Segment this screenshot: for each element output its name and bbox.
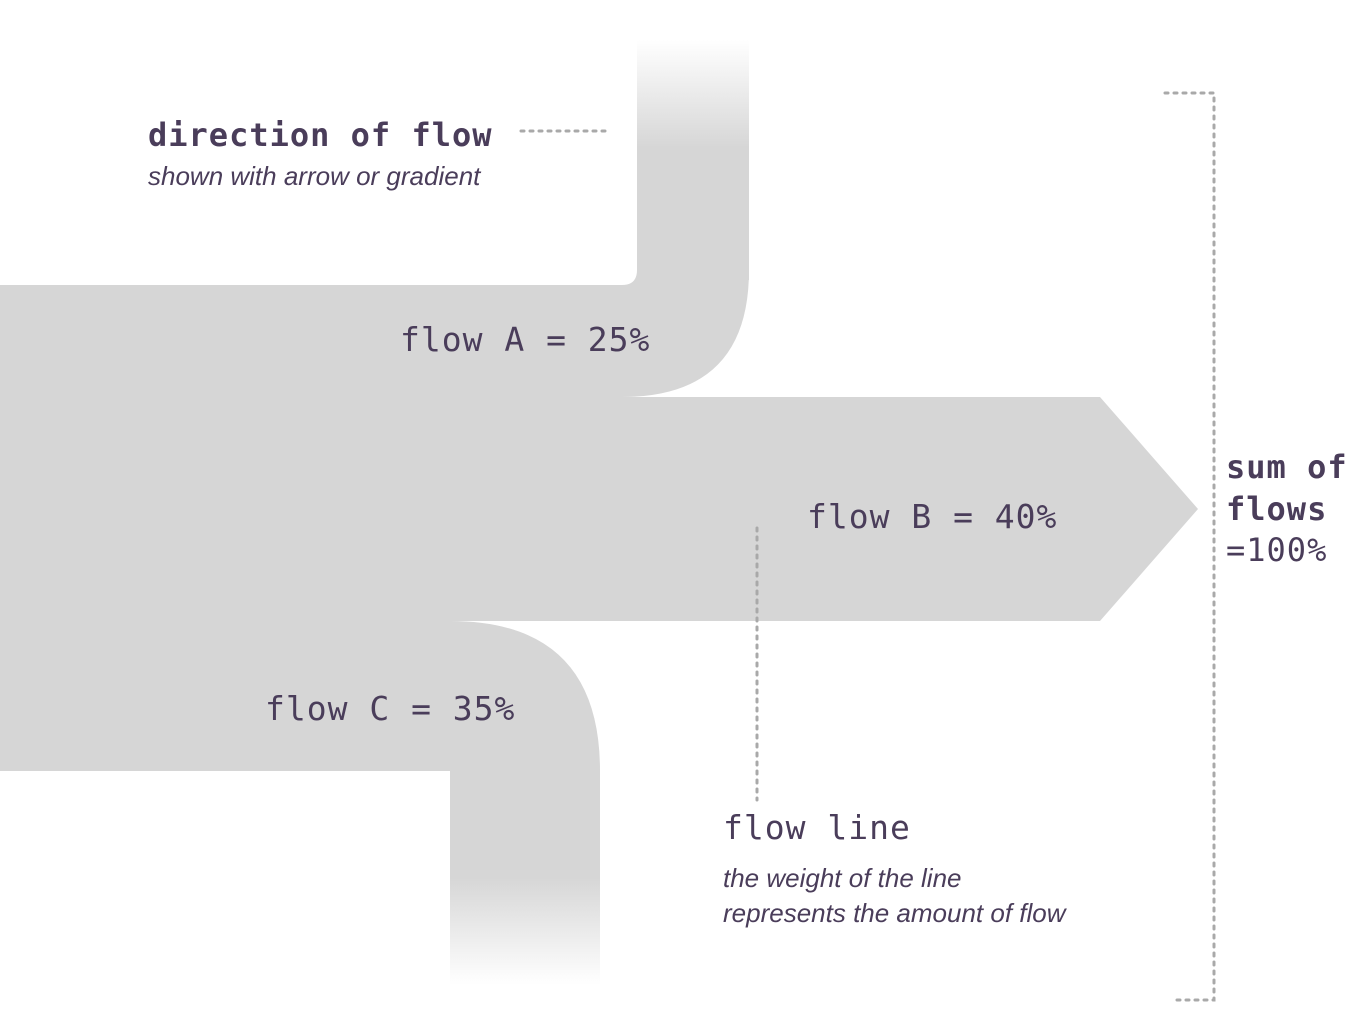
flow-a-label: flow A = 25% <box>400 320 650 359</box>
flow-a-band <box>0 270 749 397</box>
flow-b-label: flow B = 40% <box>807 497 1057 536</box>
flow-line-description-2: represents the amount of flow <box>723 898 1068 928</box>
direction-title: direction of flow <box>148 116 493 154</box>
sum-label-line3: =100% <box>1226 531 1327 569</box>
sum-bracket <box>1163 91 1216 1002</box>
flow-line-description-1: the weight of the line <box>723 863 962 893</box>
flow-c-label: flow C = 35% <box>265 689 515 728</box>
direction-subtitle: shown with arrow or gradient <box>148 161 482 191</box>
flow-c-outgoing-band <box>450 790 600 985</box>
flow-c-band <box>0 621 600 800</box>
flow-a-incoming-band <box>637 40 749 280</box>
sum-label-line1: sum of <box>1226 448 1348 486</box>
flow-line-title: flow line <box>723 808 911 847</box>
sum-label-line2: flows <box>1226 490 1327 528</box>
flow-b-arrow-band <box>0 397 1198 621</box>
